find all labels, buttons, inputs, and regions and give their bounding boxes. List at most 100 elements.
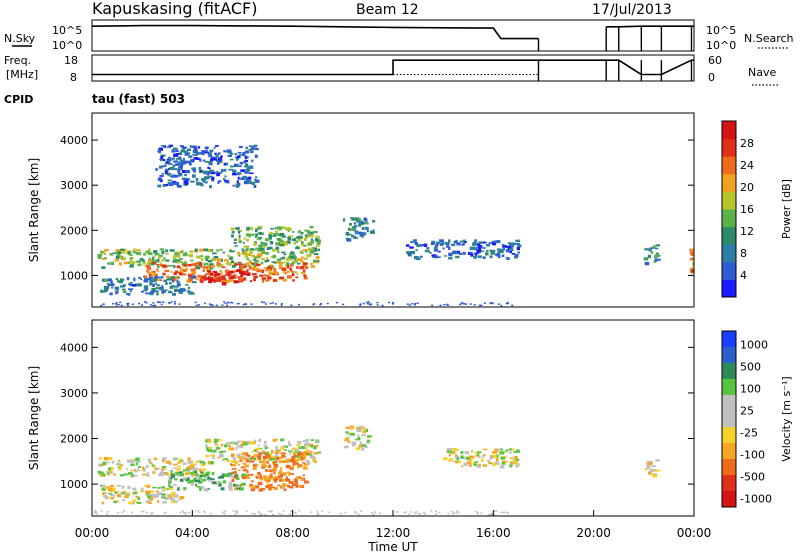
heat-cell (245, 459, 250, 462)
heat-cell (422, 244, 425, 247)
heat-cell (244, 464, 249, 468)
heat-cell (94, 510, 97, 512)
heat-cell (248, 259, 252, 264)
heat-cell (232, 510, 235, 512)
heat-cell (168, 163, 173, 165)
heat-cell (165, 259, 170, 262)
heat-cell (146, 473, 150, 477)
heat-cell (234, 487, 238, 491)
heat-cell (269, 246, 273, 250)
heat-cell (181, 262, 187, 265)
heat-cell (268, 271, 273, 275)
heat-cell (476, 464, 481, 468)
heat-cell (100, 510, 103, 512)
heat-cell (210, 455, 214, 457)
heat-cell (106, 511, 109, 513)
heat-cell (117, 460, 121, 462)
heat-cell (119, 301, 122, 304)
heat-cell (200, 254, 204, 257)
heat-cell (262, 455, 268, 460)
heat-cell (353, 224, 358, 228)
heat-cell (511, 304, 514, 307)
heat-cell (496, 240, 501, 244)
heat-cell (230, 275, 235, 278)
heat-cell (102, 461, 107, 465)
heat-cell (239, 444, 243, 446)
heat-cell (238, 154, 244, 156)
heat-cell (345, 426, 350, 430)
heat-cell (193, 149, 197, 153)
heat-cell (170, 265, 176, 267)
heat-cell (473, 304, 476, 306)
heat-cell (437, 256, 441, 258)
heat-cell (143, 468, 146, 472)
heat-cell (170, 276, 175, 279)
heat-cell (186, 470, 190, 474)
heat-cell (358, 427, 363, 430)
heat-cell (191, 271, 196, 274)
heat-cell (157, 301, 160, 303)
heat-cell (281, 226, 286, 229)
heat-cell (239, 457, 242, 461)
heat-cell (205, 177, 210, 180)
heat-cell (469, 246, 475, 250)
heat-cell (115, 290, 118, 295)
heat-cell (343, 445, 349, 449)
heat-cell (359, 425, 364, 428)
heat-cell (433, 246, 438, 251)
heat-cell (366, 229, 369, 233)
heat-cell (201, 150, 207, 153)
heat-cell (301, 241, 304, 243)
heat-cell (173, 265, 176, 269)
heat-cell (293, 459, 298, 463)
colorbar-tick: 25 (740, 405, 754, 418)
heat-cell (272, 254, 277, 259)
heat-cell (293, 478, 298, 483)
heat-cell (179, 511, 182, 514)
nave-label: Nave (748, 66, 776, 79)
heat-cell (234, 227, 239, 230)
heat-cell (229, 153, 234, 155)
heat-cell (459, 240, 464, 243)
heat-cell (281, 251, 286, 254)
heat-cell (217, 263, 221, 265)
heat-cell (419, 513, 422, 515)
heat-cell (277, 512, 280, 515)
heat-cell (228, 444, 231, 448)
heat-cell (500, 304, 503, 307)
heat-cell (163, 279, 167, 282)
heat-cell (242, 469, 248, 472)
heat-cell (231, 265, 236, 268)
heat-cell (177, 169, 181, 173)
heat-cell (297, 458, 300, 462)
heat-cell (516, 247, 520, 251)
heat-cell (247, 180, 252, 183)
heat-cell (187, 460, 192, 464)
heat-cell (176, 469, 179, 473)
heat-cell (415, 511, 418, 513)
heat-cell (353, 222, 357, 225)
heat-cell (181, 161, 187, 164)
heat-cell (514, 456, 518, 460)
heat-cell (126, 492, 129, 494)
heat-cell (204, 455, 209, 458)
heat-cell (139, 469, 142, 472)
heat-cell (180, 273, 186, 276)
heat-cell (154, 253, 160, 256)
heat-cell (195, 304, 198, 307)
heat-cell (477, 512, 479, 515)
heat-cell (245, 453, 249, 455)
heat-cell (211, 471, 215, 476)
freq-right-tick-bottom: 0 (708, 71, 715, 84)
heat-cell (239, 455, 245, 458)
colorbar-swatch (722, 261, 736, 280)
heat-cell (291, 456, 295, 459)
heat-cell (649, 247, 654, 249)
heat-cell (268, 234, 273, 238)
heat-cell (295, 246, 300, 250)
heat-cell (288, 481, 294, 484)
heat-cell (517, 251, 520, 254)
heat-cell (165, 282, 168, 285)
heat-cell (344, 511, 347, 514)
heat-cell (194, 463, 197, 466)
